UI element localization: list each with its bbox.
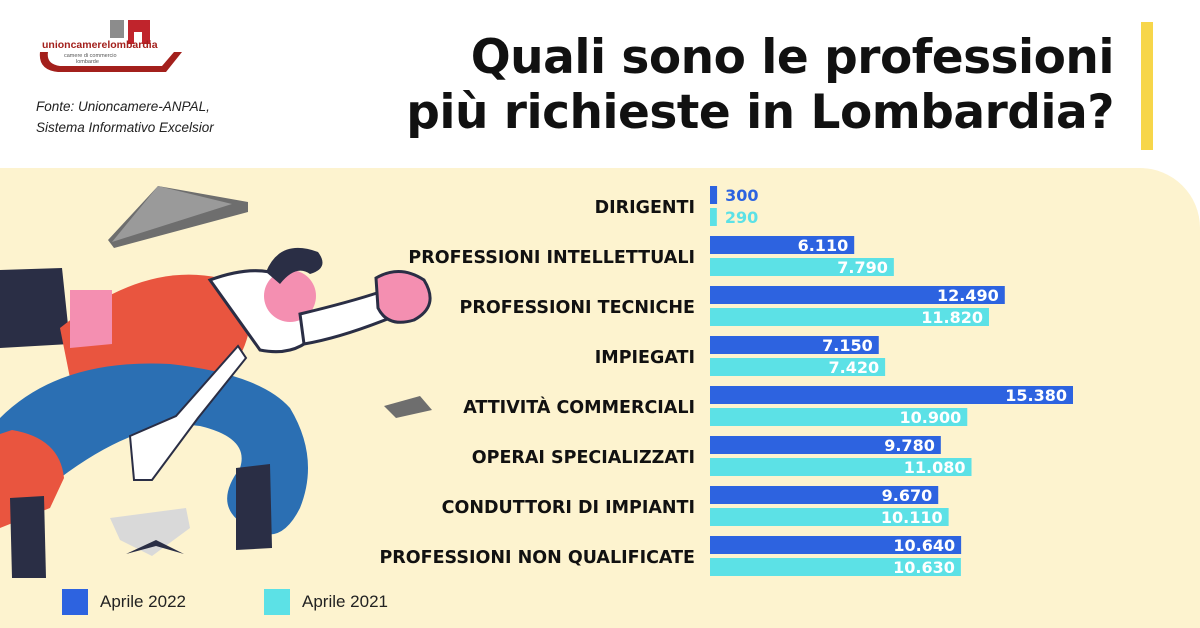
data-label: 12.490 xyxy=(937,286,999,305)
bar xyxy=(710,358,886,376)
data-label: 11.080 xyxy=(904,458,966,477)
data-label: 6.110 xyxy=(798,236,849,255)
category-label: PROFESSIONI INTELLETTUALI xyxy=(408,248,695,268)
running-businessman-illustration xyxy=(0,186,432,578)
bar xyxy=(710,336,879,354)
unioncamere-logo: unioncamerelombardia camere di commercio… xyxy=(39,20,183,72)
tie-shape xyxy=(128,344,248,481)
source-line-2: Sistema Informativo Excelsior xyxy=(36,120,214,135)
bar xyxy=(710,236,855,254)
category-label: IMPIEGATI xyxy=(595,348,695,368)
data-label: 7.150 xyxy=(822,336,873,355)
data-label: 11.820 xyxy=(921,308,983,327)
category-label: DIRIGENTI xyxy=(595,198,695,218)
source-line-1: Fonte: Unioncamere-ANPAL, xyxy=(36,99,210,114)
legend-item-2021: Aprile 2021 xyxy=(264,588,388,616)
data-label: 300 xyxy=(725,186,758,205)
bar xyxy=(710,508,949,526)
title-line-1: Quali sono le professioni xyxy=(470,30,1115,85)
data-label: 10.900 xyxy=(900,408,962,427)
bar xyxy=(710,386,1073,404)
trousers-shape xyxy=(0,363,308,535)
data-label: 290 xyxy=(725,208,758,227)
bar xyxy=(710,486,939,504)
bar xyxy=(710,436,941,454)
hair-shape xyxy=(266,247,323,284)
bar xyxy=(710,308,989,326)
category-label: OPERAI SPECIALIZZATI xyxy=(472,448,695,468)
legend-swatch-2021 xyxy=(264,589,290,615)
title-accent-bar xyxy=(1141,22,1153,150)
svg-text:unioncamerelombardia: unioncamerelombardia xyxy=(42,39,158,51)
source-note: Fonte: Unioncamere-ANPAL, Sistema Inform… xyxy=(36,96,296,138)
title-line-2: più richieste in Lombardia? xyxy=(406,85,1114,140)
shoe-shape xyxy=(236,464,272,550)
bar xyxy=(710,186,718,204)
bar xyxy=(710,558,961,576)
bar xyxy=(710,458,972,476)
bar xyxy=(710,536,962,554)
data-label: 10.110 xyxy=(881,508,943,527)
legend-item-2022: Aprile 2022 xyxy=(62,588,186,616)
data-label: 9.670 xyxy=(882,486,933,505)
fist-shape xyxy=(374,270,432,324)
data-label: 15.380 xyxy=(1005,386,1067,405)
bar xyxy=(710,408,968,426)
data-label: 7.790 xyxy=(837,258,888,277)
bar xyxy=(710,208,717,226)
category-label: PROFESSIONI NON QUALIFICATE xyxy=(379,548,695,568)
data-label: 10.640 xyxy=(893,536,955,555)
data-label: 9.780 xyxy=(884,436,935,455)
category-label: CONDUTTORI DI IMPIANTI xyxy=(442,498,695,518)
briefcase-shape xyxy=(0,268,70,348)
head-shape xyxy=(264,270,316,322)
legend-swatch-2022 xyxy=(62,589,88,615)
svg-text:camere di commercio: camere di commercio xyxy=(64,53,117,59)
data-label: 7.420 xyxy=(829,358,880,377)
legend-label-2022: Aprile 2022 xyxy=(100,592,187,611)
bar xyxy=(710,286,1005,304)
bar xyxy=(710,258,894,276)
page-title: Quali sono le professioni più richieste … xyxy=(406,30,1114,140)
svg-text:lombarde: lombarde xyxy=(76,59,99,65)
data-label: 10.630 xyxy=(893,558,955,577)
category-label: PROFESSIONI TECNICHE xyxy=(460,298,695,318)
category-label: ATTIVITÀ COMMERCIALI xyxy=(463,396,695,418)
legend-label-2021: Aprile 2021 xyxy=(302,592,389,611)
